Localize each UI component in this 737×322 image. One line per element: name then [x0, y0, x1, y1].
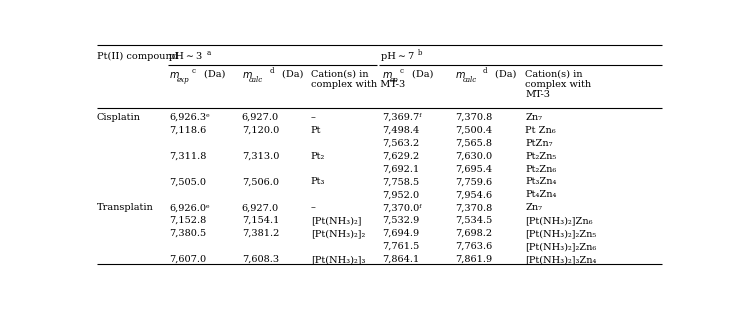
Text: d: d — [483, 67, 487, 75]
Text: [Pt(NH₃)₂]₂Zn₅: [Pt(NH₃)₂]₂Zn₅ — [525, 229, 596, 238]
Text: d: d — [270, 67, 274, 75]
Text: 7,498.4: 7,498.4 — [383, 126, 419, 135]
Text: 7,370.8: 7,370.8 — [455, 113, 492, 122]
Text: 7,380.5: 7,380.5 — [170, 229, 206, 238]
Text: (Da): (Da) — [411, 70, 433, 79]
Text: Transplatin: Transplatin — [97, 203, 153, 212]
Text: 7,534.5: 7,534.5 — [455, 216, 492, 225]
Text: Zn₇: Zn₇ — [525, 203, 542, 212]
Text: 7,607.0: 7,607.0 — [170, 255, 206, 264]
Text: 7,758.5: 7,758.5 — [383, 177, 419, 186]
Text: Pt₃Zn₄: Pt₃Zn₄ — [525, 177, 556, 186]
Text: c: c — [400, 67, 404, 75]
Text: Pt Zn₆: Pt Zn₆ — [525, 126, 556, 135]
Text: 7,698.2: 7,698.2 — [455, 229, 492, 238]
Text: b: b — [418, 49, 422, 57]
Text: (Da): (Da) — [203, 70, 226, 79]
Text: 7,629.2: 7,629.2 — [383, 152, 419, 161]
Text: 7,763.6: 7,763.6 — [455, 242, 492, 251]
Text: 6,926.0ᵉ: 6,926.0ᵉ — [170, 203, 210, 212]
Text: Cisplatin: Cisplatin — [97, 113, 141, 122]
Text: 7,313.0: 7,313.0 — [242, 152, 279, 161]
Text: 7,864.1: 7,864.1 — [383, 255, 419, 264]
Text: Cation(s) in
complex with MT-3: Cation(s) in complex with MT-3 — [311, 70, 405, 89]
Text: 7,563.2: 7,563.2 — [383, 139, 419, 148]
Text: 7,505.0: 7,505.0 — [170, 177, 206, 186]
Text: Pt₄Zn₄: Pt₄Zn₄ — [525, 190, 556, 199]
Text: 7,861.9: 7,861.9 — [455, 255, 492, 264]
Text: Cation(s) in
complex with
MT-3: Cation(s) in complex with MT-3 — [525, 70, 591, 99]
Text: 7,608.3: 7,608.3 — [242, 255, 279, 264]
Text: 7,695.4: 7,695.4 — [455, 165, 492, 174]
Text: [Pt(NH₃)₂]₃: [Pt(NH₃)₂]₃ — [311, 255, 366, 264]
Text: pH ∼ 3: pH ∼ 3 — [170, 52, 203, 61]
Text: 7,692.1: 7,692.1 — [383, 165, 419, 174]
Text: Pt₃: Pt₃ — [311, 177, 325, 186]
Text: 7,311.8: 7,311.8 — [170, 152, 206, 161]
Text: 7,565.8: 7,565.8 — [455, 139, 492, 148]
Text: [Pt(NH₃)₂]₃Zn₄: [Pt(NH₃)₂]₃Zn₄ — [525, 255, 596, 264]
Text: 7,369.7ᶠ: 7,369.7ᶠ — [383, 113, 422, 122]
Text: Pt₂Zn₆: Pt₂Zn₆ — [525, 165, 556, 174]
Text: Pt(II) compound: Pt(II) compound — [97, 52, 178, 62]
Text: c: c — [192, 67, 196, 75]
Text: –: – — [311, 203, 315, 212]
Text: 7,118.6: 7,118.6 — [170, 126, 206, 135]
Text: 7,152.8: 7,152.8 — [170, 216, 206, 225]
Text: $\mathit{m}$: $\mathit{m}$ — [455, 70, 466, 80]
Text: [Pt(NH₃)₂]Zn₆: [Pt(NH₃)₂]Zn₆ — [525, 216, 593, 225]
Text: ep: ep — [390, 76, 398, 84]
Text: a: a — [206, 49, 211, 57]
Text: 7,381.2: 7,381.2 — [242, 229, 279, 238]
Text: exp: exp — [177, 76, 189, 84]
Text: 7,759.6: 7,759.6 — [455, 177, 492, 186]
Text: Pt₂: Pt₂ — [311, 152, 325, 161]
Text: Pt₂Zn₅: Pt₂Zn₅ — [525, 152, 556, 161]
Text: Zn₇: Zn₇ — [525, 113, 542, 122]
Text: (Da): (Da) — [493, 70, 517, 79]
Text: 7,506.0: 7,506.0 — [242, 177, 279, 186]
Text: Pt: Pt — [311, 126, 321, 135]
Text: 7,370.8: 7,370.8 — [455, 203, 492, 212]
Text: 7,154.1: 7,154.1 — [242, 216, 279, 225]
Text: [Pt(NH₃)₂]: [Pt(NH₃)₂] — [311, 216, 361, 225]
Text: $\mathit{m}$: $\mathit{m}$ — [242, 70, 253, 80]
Text: calc: calc — [249, 76, 263, 84]
Text: 6,927.0: 6,927.0 — [242, 203, 279, 212]
Text: $\mathit{m}$: $\mathit{m}$ — [170, 70, 180, 80]
Text: 7,952.0: 7,952.0 — [383, 190, 419, 199]
Text: calc: calc — [462, 76, 476, 84]
Text: 7,532.9: 7,532.9 — [383, 216, 419, 225]
Text: –: – — [311, 113, 315, 122]
Text: [Pt(NH₃)₂]₂: [Pt(NH₃)₂]₂ — [311, 229, 365, 238]
Text: 7,500.4: 7,500.4 — [455, 126, 492, 135]
Text: $\mathit{m}$: $\mathit{m}$ — [383, 70, 393, 80]
Text: 7,370.0ᶠ: 7,370.0ᶠ — [383, 203, 422, 212]
Text: 7,954.6: 7,954.6 — [455, 190, 492, 199]
Text: PtZn₇: PtZn₇ — [525, 139, 553, 148]
Text: 7,761.5: 7,761.5 — [383, 242, 419, 251]
Text: (Da): (Da) — [280, 70, 304, 79]
Text: [Pt(NH₃)₂]₂Zn₆: [Pt(NH₃)₂]₂Zn₆ — [525, 242, 596, 251]
Text: 7,630.0: 7,630.0 — [455, 152, 492, 161]
Text: 6,926.3ᵉ: 6,926.3ᵉ — [170, 113, 210, 122]
Text: pH ∼ 7: pH ∼ 7 — [380, 52, 413, 61]
Text: 7,694.9: 7,694.9 — [383, 229, 419, 238]
Text: 7,120.0: 7,120.0 — [242, 126, 279, 135]
Text: 6,927.0: 6,927.0 — [242, 113, 279, 122]
